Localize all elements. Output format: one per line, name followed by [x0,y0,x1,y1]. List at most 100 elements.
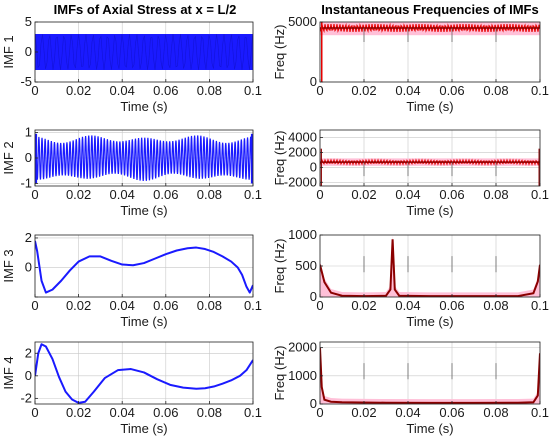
y-tick-label: 0 [310,289,317,304]
y-axis-label: IMF 1 [1,35,16,68]
y-tick-label: 2000 [288,340,317,355]
subplot-imf-3: 0 0.02 0.04 0.06 0.08 0.1 0 2 Time (s) IMF 3 [1,230,262,329]
x-tick-label: 0.04 [395,298,420,313]
x-tick-label: 0.06 [439,298,464,313]
y-tick-label: 5000 [288,14,317,29]
x-tick-label: 0.08 [483,298,508,313]
x-tick-label: 0.04 [395,83,420,98]
x-tick-label: 0.04 [110,405,135,420]
x-tick-label: 0.02 [66,298,91,313]
y-tick-label: 500 [295,258,317,273]
freq-trend-line [320,239,540,297]
y-tick-label: 2 [25,230,32,245]
x-tick-label: 0 [31,405,38,420]
y-tick-label: -2000 [284,174,317,189]
x-tick-label: 0.02 [351,187,376,202]
x-tick-label: 0.02 [66,405,91,420]
x-tick-label: 0.1 [244,83,262,98]
series-freq-3 [320,235,540,297]
x-axis-label: Time (s) [406,203,453,218]
subplot-freq-1: 0 0.02 0.04 0.06 0.08 0.1 0 5000 Time (s) Freq (H… [272,14,549,114]
y-tick-label: 0 [25,44,32,59]
y-tick-label: 0 [310,396,317,411]
x-axis-label: Time (s) [120,99,167,114]
y-tick-label: 2000 [288,144,317,159]
series-imf-1 [35,33,253,71]
imf-line [35,240,253,294]
y-axis-label: IMF 3 [1,249,16,282]
x-tick-label: 0 [31,83,38,98]
x-tick-label: 0.04 [110,83,135,98]
y-tick-label: 0 [25,368,32,383]
x-tick-label: 0.1 [244,298,262,313]
y-tick-label: -1 [20,175,32,190]
x-tick-label: 0.04 [110,298,135,313]
plot-area [320,130,540,186]
x-tick-label: 0.02 [351,83,376,98]
x-tick-label: 0.04 [395,187,420,202]
x-tick-label: 0.1 [244,187,262,202]
x-tick-label: 0.04 [395,405,420,420]
x-tick-label: 0.08 [483,405,508,420]
x-tick-label: 0.08 [197,83,222,98]
y-tick-label: 0 [310,74,317,89]
x-tick-label: 0 [316,187,323,202]
y-axis-label: Freq (Hz) [272,25,287,80]
y-tick-label: 0 [310,159,317,174]
x-tick-label: 0.02 [351,405,376,420]
x-tick-label: 0 [316,405,323,420]
x-tick-label: 0.06 [439,187,464,202]
y-tick-label: -2 [20,390,32,405]
imf-oscillation-texture [35,33,253,71]
y-tick-label: 0 [25,259,32,274]
series-imf-4 [35,343,253,404]
x-tick-label: 0.02 [351,298,376,313]
x-tick-label: 0.08 [197,187,222,202]
x-tick-label: 0.02 [66,187,91,202]
x-tick-label: 0.06 [439,83,464,98]
series-imf-2 [35,133,253,184]
x-tick-label: 0.08 [483,187,508,202]
x-axis-label: Time (s) [406,314,453,329]
x-tick-label: 0 [31,187,38,202]
series-freq-1 [320,22,540,82]
x-tick-label: 0 [31,298,38,313]
x-tick-label: 0.02 [66,83,91,98]
axes-box [319,129,541,187]
x-tick-label: 0.1 [531,187,549,202]
y-tick-label: 1 [25,125,32,140]
subplot-freq-4: 0 0.02 0.04 0.06 0.08 0.1 0 1000 2000 Time (s) Fre… [272,340,549,436]
x-tick-label: 0.06 [153,298,178,313]
x-tick-label: 0.06 [153,83,178,98]
left-column-title: IMFs of Axial Stress at x = L/2 [54,2,237,17]
y-tick-label: 2 [25,345,32,360]
x-axis-label: Time (s) [406,421,453,436]
series-imf-3 [35,240,253,294]
y-tick-label: 4000 [288,129,317,144]
x-axis-label: Time (s) [120,314,167,329]
x-tick-label: 0 [316,298,323,313]
subplot-freq-3: 0 0.02 0.04 0.06 0.08 0.1 0 500 1000 Time (s) Freq… [272,227,549,329]
y-tick-label: 1000 [288,227,317,242]
y-tick-label: 5 [25,14,32,29]
axes-box [34,341,254,405]
plot-area [320,342,540,404]
y-axis-label: Freq (Hz) [272,346,287,401]
x-tick-label: 0.08 [197,298,222,313]
x-tick-label: 0.08 [483,83,508,98]
plot-area [35,235,253,297]
y-tick-label: 0 [25,150,32,165]
y-tick-label: 1000 [288,368,317,383]
x-tick-label: 0.06 [153,187,178,202]
x-axis-label: Time (s) [120,203,167,218]
y-axis-label: Freq (Hz) [272,131,287,186]
x-tick-label: 0.1 [531,298,549,313]
x-tick-label: 0.06 [439,405,464,420]
x-tick-label: 0.1 [531,405,549,420]
